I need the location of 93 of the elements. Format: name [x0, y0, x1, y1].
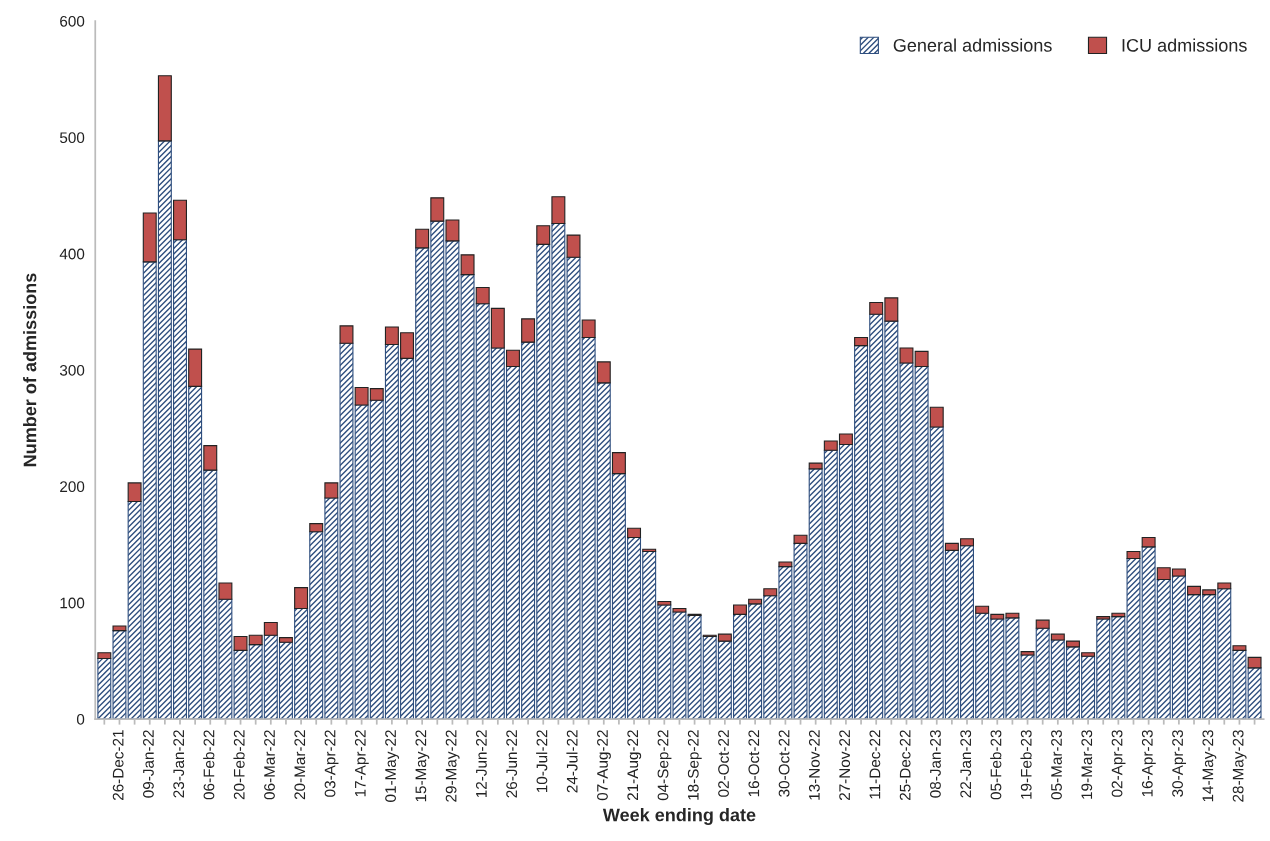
bar	[854, 336, 869, 347]
x-tick-label: 30-Oct-22	[778, 730, 790, 797]
y-tick-label: 100	[60, 597, 85, 609]
bar	[596, 361, 611, 384]
x-tick-label: 26-Jun-22	[506, 730, 518, 798]
bar	[1217, 582, 1232, 590]
x-tick-label: 04-Sep-22	[657, 730, 672, 801]
x-tick-label: 06-Feb-22	[203, 730, 215, 800]
bar	[415, 228, 430, 249]
y-tick-label: 0	[76, 713, 85, 725]
x-tick-label: 16-Oct-22	[748, 730, 760, 797]
bar	[1126, 550, 1141, 560]
x-tick-label: 09-Jan-22	[143, 730, 154, 798]
x-tick-label: 21-Aug-22	[627, 730, 642, 801]
x-tick-label: 20-Mar-22	[294, 730, 306, 800]
bar	[1020, 651, 1035, 656]
bar	[1247, 656, 1262, 669]
bar	[173, 199, 187, 241]
x-tick-label: 06-Mar-22	[264, 730, 275, 800]
bar	[521, 318, 536, 343]
bar	[142, 212, 157, 263]
x-tick-label: 26-Dec-21	[112, 730, 124, 801]
x-axis-title: Week ending date	[602, 808, 756, 825]
y-tick-label: 300	[59, 364, 85, 376]
x-tick-label: 17-Apr-22	[354, 730, 369, 797]
x-tick-label: 10-Jul-22	[536, 730, 548, 792]
bar	[611, 452, 626, 475]
x-tick-label: 05-Mar-23	[1051, 730, 1062, 800]
bar	[505, 349, 520, 368]
bar	[294, 587, 309, 610]
bar	[793, 534, 808, 544]
bar	[808, 462, 823, 470]
x-tick-label: 14-May-23	[1202, 730, 1217, 802]
bar	[460, 254, 475, 276]
legend-label: ICU admissions	[1122, 38, 1247, 52]
x-tick-label: 28-May-23	[1232, 730, 1247, 802]
x-tick-label: 02-Apr-23	[1111, 730, 1126, 797]
bar	[203, 445, 218, 471]
legend-label: General admissions	[893, 38, 1052, 52]
y-tick-label: 200	[60, 481, 85, 493]
y-tick-label: 500	[59, 132, 85, 144]
bar	[127, 482, 142, 503]
x-tick-label: 19-Mar-23	[1081, 730, 1093, 799]
bar	[278, 637, 293, 643]
bar	[566, 234, 581, 258]
x-tick-label: 30-Apr-23	[1172, 730, 1187, 797]
x-tick-label: 13-Nov-22	[808, 730, 820, 800]
x-tick-label: 08-Jan-23	[930, 730, 941, 798]
x-tick-label: 12-Jun-22	[475, 730, 487, 798]
bar	[1081, 652, 1096, 657]
bar	[551, 196, 566, 225]
x-tick-label: 15-May-22	[415, 730, 430, 802]
x-tick-label: 07-Aug-22	[597, 730, 611, 801]
bar	[324, 482, 339, 499]
bar	[581, 319, 596, 339]
x-tick-label: 16-Apr-23	[1141, 730, 1156, 797]
x-tick-label: 01-May-22	[385, 730, 400, 802]
y-axis-title: Number of admissions	[23, 273, 37, 467]
bar	[475, 286, 490, 305]
x-tick-label: 23-Jan-22	[173, 730, 185, 798]
bar	[218, 582, 233, 600]
bar	[1141, 537, 1156, 548]
bar	[657, 600, 672, 606]
bar	[975, 605, 990, 614]
x-tick-label: 25-Dec-22	[899, 730, 911, 801]
bar	[1232, 645, 1247, 651]
x-tick-label: 03-Apr-22	[324, 730, 339, 797]
x-tick-label: 11-Dec-22	[869, 730, 881, 799]
bar	[1035, 619, 1050, 629]
bar	[778, 561, 793, 568]
bar	[112, 625, 127, 632]
bar	[627, 527, 642, 539]
bar	[309, 523, 324, 533]
bar	[536, 225, 551, 245]
bar	[490, 307, 505, 349]
x-tick-label: 29-May-22	[445, 730, 460, 802]
bar	[672, 607, 687, 613]
bar	[929, 406, 944, 428]
bar	[339, 325, 354, 344]
x-tick-label: 22-Jan-23	[960, 730, 972, 798]
x-tick-label: 18-Sep-22	[687, 730, 702, 800]
x-tick-label: 02-Oct-22	[718, 730, 729, 797]
bar	[97, 652, 112, 660]
x-tick-label: 27-Nov-22	[839, 730, 851, 801]
y-tick-label: 600	[60, 15, 85, 27]
x-tick-label: 05-Feb-23	[990, 730, 1002, 800]
y-tick-label: 400	[59, 248, 85, 260]
bar	[188, 348, 203, 387]
x-tick-label: 20-Feb-22	[233, 730, 245, 800]
x-tick-label: 24-Jul-22	[566, 730, 578, 793]
bar	[763, 588, 778, 597]
bar	[157, 75, 172, 142]
x-tick-label: 19-Feb-23	[1020, 730, 1032, 799]
